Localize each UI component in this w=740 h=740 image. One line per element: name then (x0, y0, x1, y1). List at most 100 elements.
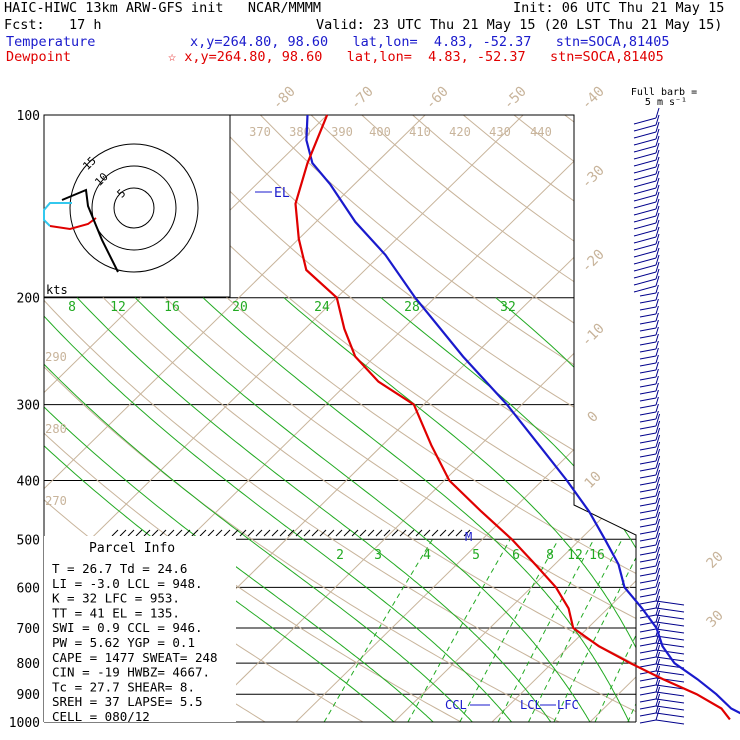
wind-barb-flag (655, 609, 661, 623)
wind-barb-flag (655, 588, 661, 602)
init-time: Init: 06 UTC Thu 21 May 15 (513, 0, 725, 16)
wind-barb-flag (655, 226, 660, 238)
wind-barb-flag (655, 219, 660, 231)
wind-barb-flag (655, 247, 660, 259)
wind-barb-flag (655, 686, 661, 700)
mixing-ratio-label: 16 (164, 300, 180, 315)
hatch-mark (415, 529, 423, 537)
hatch-mark (159, 529, 167, 537)
valid-time: Valid: 23 UTC Thu 21 May 15 (20 LST Thu … (316, 17, 723, 33)
hatch-mark (175, 529, 183, 537)
wind-barb-shaft (639, 355, 657, 360)
mixing-ratio-label: 4 (423, 548, 431, 563)
mixing-ratio-label: 12 (110, 300, 126, 315)
theta-label: 420 (449, 125, 471, 139)
wind-barb-shaft (639, 488, 657, 493)
hatch-mark (239, 529, 247, 537)
wind-barb-shaft (639, 502, 657, 507)
wind-barb-flag (655, 375, 659, 385)
wind-barb-shaft (633, 138, 657, 146)
hatch-mark (439, 529, 447, 537)
dry-adiabat-line (44, 115, 585, 722)
mixing-ratio-line (528, 539, 623, 722)
hatch-mark (295, 529, 303, 537)
el-label: EL (274, 186, 290, 201)
barb-legend-units: 5 m s⁻¹ (645, 97, 687, 108)
moist-adiabat-line (283, 297, 636, 722)
wind-barb-flag (655, 560, 661, 574)
wind-barb-flag (655, 212, 660, 224)
barb-legend-title: Full barb = (631, 87, 697, 98)
wind-barb-flag (655, 705, 685, 711)
wind-barb-shaft (639, 558, 657, 563)
wind-barb-shaft (639, 474, 657, 479)
wind-barb-flag (655, 656, 685, 662)
parcel-info-row: Tc = 27.7 SHEAR= 8. (52, 679, 195, 694)
wind-barb-flag (655, 635, 685, 641)
wind-barb-flag (655, 156, 660, 168)
parcel-info-row: T = 26.7 Td = 24.6 (52, 561, 187, 576)
mixing-ratio-lines (323, 539, 740, 722)
mixing-ratio-label: 28 (404, 300, 420, 315)
parcel-info-box (44, 536, 236, 722)
wind-barb-flag (655, 469, 661, 483)
hatch-mark (111, 529, 119, 537)
parcel-info-row: SWI = 0.9 CCL = 946. (52, 620, 203, 635)
wind-barb-flag (655, 581, 661, 595)
lfc-label: LFC (557, 698, 579, 712)
wind-barb-flag (655, 382, 659, 392)
isotherm-label: 10 (582, 469, 605, 492)
wind-barb-shaft (639, 481, 657, 486)
wind-barb-shaft (633, 124, 657, 132)
wind-barb-shaft (639, 544, 657, 549)
dry-adiabat-line (666, 115, 740, 735)
wind-barb-shaft (633, 285, 657, 293)
wind-barbs: Full barb =5 m s⁻¹ (631, 87, 697, 725)
wind-barb-flag (655, 107, 660, 119)
isotherm-label: -10 (579, 321, 608, 350)
hatch-mark (167, 529, 175, 537)
theta-label: 430 (489, 125, 511, 139)
wind-barb-shaft (639, 719, 657, 724)
wind-barb-shaft (639, 306, 657, 311)
wind-barb-shaft (639, 327, 657, 332)
wind-barb-flag (655, 413, 661, 427)
hodograph-ring (69, 143, 199, 273)
wind-barb-flag (655, 644, 661, 658)
isotherm-line (197, 115, 636, 722)
theta-label: 390 (331, 125, 353, 139)
isotherm-line (44, 115, 524, 722)
wind-barb-shaft (633, 278, 657, 286)
wind-barb-shaft (639, 495, 657, 500)
hatch-mark (327, 529, 335, 537)
wind-barb-flag (655, 698, 685, 704)
wind-barb-shaft (639, 656, 657, 661)
parcel-info-panel: Parcel Info T = 26.7 Td = 24.6LI = -3.0 L… (44, 536, 236, 724)
mixing-ratio-line (734, 539, 740, 722)
wind-barb-flag (655, 184, 660, 196)
wind-barb-shaft (639, 439, 657, 444)
temperature-legend: Temperature (6, 34, 96, 50)
dry-adiabat-line (209, 115, 636, 722)
wind-barb-shaft (639, 404, 657, 409)
isotherm-line (44, 115, 426, 722)
wind-barb-flag (655, 670, 685, 676)
isotherm-label: 0 (585, 409, 602, 426)
moist-adiabat-line (44, 297, 434, 722)
wind-barb-shaft (639, 411, 657, 416)
wind-barb-shaft (633, 229, 657, 237)
wind-barb-shaft (639, 565, 657, 570)
theta-label: 270 (45, 494, 67, 508)
isotherm-label: 30 (704, 608, 727, 631)
wind-barb-shaft (639, 642, 657, 647)
hatch-mark (207, 529, 215, 537)
wind-barb-flag (655, 403, 659, 413)
m-label: M (465, 530, 472, 544)
hatch-mark (359, 529, 367, 537)
temperature-profile (305, 114, 740, 715)
wind-barb-flag (655, 532, 661, 546)
pressure-tick-label: 200 (17, 292, 40, 307)
wind-barb-shaft (639, 397, 657, 402)
dewpoint-profile (294, 114, 731, 721)
